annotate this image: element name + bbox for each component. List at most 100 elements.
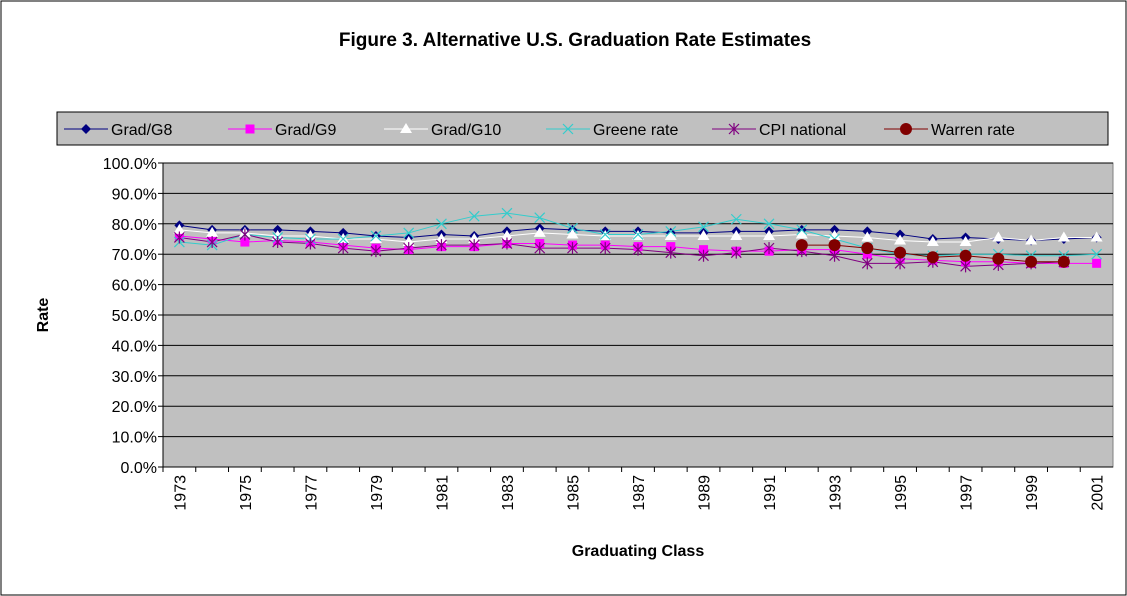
- point: [338, 227, 349, 238]
- point: [468, 239, 480, 252]
- x-tick-label: 1995: [893, 475, 910, 511]
- legend-item: CPI national: [712, 122, 846, 139]
- point: [666, 242, 676, 252]
- y-tick-label: 80.0%: [112, 217, 157, 234]
- point: [468, 233, 481, 243]
- point: [533, 226, 546, 237]
- point: [894, 234, 907, 245]
- point: [730, 213, 742, 225]
- point: [992, 252, 1005, 265]
- x-tick-label: 2001: [1090, 475, 1107, 511]
- point: [730, 246, 742, 259]
- point: [698, 221, 709, 233]
- y-tick-label: 50.0%: [112, 308, 157, 325]
- point: [337, 233, 349, 245]
- chart-title: Figure 3. Alternative U.S. Graduation Ra…: [339, 30, 811, 51]
- y-tick-label: 60.0%: [112, 278, 157, 295]
- legend-item: Grad/G10: [384, 122, 501, 139]
- point: [862, 249, 872, 259]
- point: [828, 229, 841, 240]
- point: [435, 233, 448, 243]
- point: [436, 239, 447, 252]
- x-tick-label: 1999: [1024, 475, 1041, 511]
- point: [562, 123, 574, 135]
- point: [698, 249, 709, 262]
- x-tick-label: 1987: [631, 475, 648, 511]
- point: [501, 207, 513, 219]
- point: [1090, 231, 1103, 242]
- point: [1057, 231, 1070, 242]
- point: [1092, 258, 1102, 268]
- point: [763, 218, 775, 230]
- point: [272, 236, 284, 249]
- point: [271, 229, 284, 240]
- point: [370, 245, 382, 258]
- point: [245, 124, 255, 134]
- legend-label: Grad/G8: [111, 122, 172, 139]
- point: [534, 212, 546, 224]
- x-tick-label: 1993: [828, 475, 845, 511]
- point: [665, 246, 677, 259]
- point: [304, 229, 317, 240]
- point: [567, 242, 578, 255]
- point: [728, 123, 740, 135]
- x-tick-label: 1997: [959, 475, 976, 511]
- legend-item: Grad/G9: [228, 122, 336, 139]
- point: [337, 233, 350, 243]
- point: [173, 231, 185, 244]
- point: [829, 249, 840, 262]
- point: [1025, 255, 1038, 268]
- point: [730, 229, 743, 240]
- point: [895, 229, 906, 240]
- point: [665, 225, 677, 237]
- point: [926, 251, 939, 264]
- x-tick-label: 1979: [369, 475, 386, 511]
- y-tick-label: 30.0%: [112, 369, 157, 386]
- legend-label: Grad/G10: [431, 122, 501, 139]
- series-line: [179, 233, 1064, 267]
- point: [796, 224, 808, 236]
- y-tick-label: 0.0%: [121, 460, 157, 477]
- y-tick-label: 90.0%: [112, 186, 157, 203]
- point: [501, 237, 513, 250]
- point: [894, 246, 907, 259]
- point: [468, 210, 480, 222]
- x-tick-label: 1981: [434, 475, 451, 511]
- point: [632, 243, 644, 256]
- point: [699, 245, 709, 255]
- point: [534, 242, 546, 255]
- y-tick-label: 40.0%: [112, 338, 157, 355]
- point: [1057, 255, 1070, 268]
- series-markers: [173, 228, 1070, 273]
- point: [337, 242, 349, 255]
- x-tick-label: 1989: [697, 475, 714, 511]
- x-tick-label: 1973: [172, 475, 189, 511]
- point: [829, 224, 840, 235]
- point: [861, 231, 874, 242]
- legend-item: Greene rate: [546, 122, 678, 139]
- point: [959, 236, 972, 247]
- point: [500, 229, 513, 240]
- point: [795, 239, 808, 252]
- y-tick-label: 100.0%: [103, 156, 157, 173]
- point: [403, 227, 415, 239]
- point: [861, 242, 874, 255]
- point: [370, 230, 382, 242]
- series-markers: [795, 239, 1070, 268]
- point: [400, 123, 412, 133]
- point: [763, 229, 776, 240]
- point: [900, 123, 912, 135]
- point: [304, 237, 316, 250]
- point: [763, 242, 775, 255]
- point: [795, 228, 808, 239]
- point: [959, 249, 972, 262]
- point: [402, 236, 415, 247]
- point: [599, 242, 611, 255]
- x-tick-label: 1975: [238, 475, 255, 511]
- y-tick-label: 70.0%: [112, 247, 157, 264]
- x-axis-title: Graduating Class: [572, 543, 705, 560]
- point: [206, 226, 219, 237]
- x-tick-label: 1985: [565, 475, 582, 511]
- point: [894, 257, 906, 270]
- point: [632, 229, 644, 240]
